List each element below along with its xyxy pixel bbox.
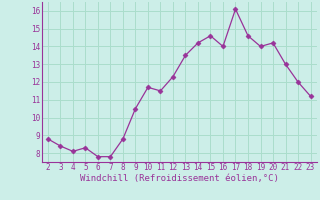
X-axis label: Windchill (Refroidissement éolien,°C): Windchill (Refroidissement éolien,°C) bbox=[80, 174, 279, 183]
